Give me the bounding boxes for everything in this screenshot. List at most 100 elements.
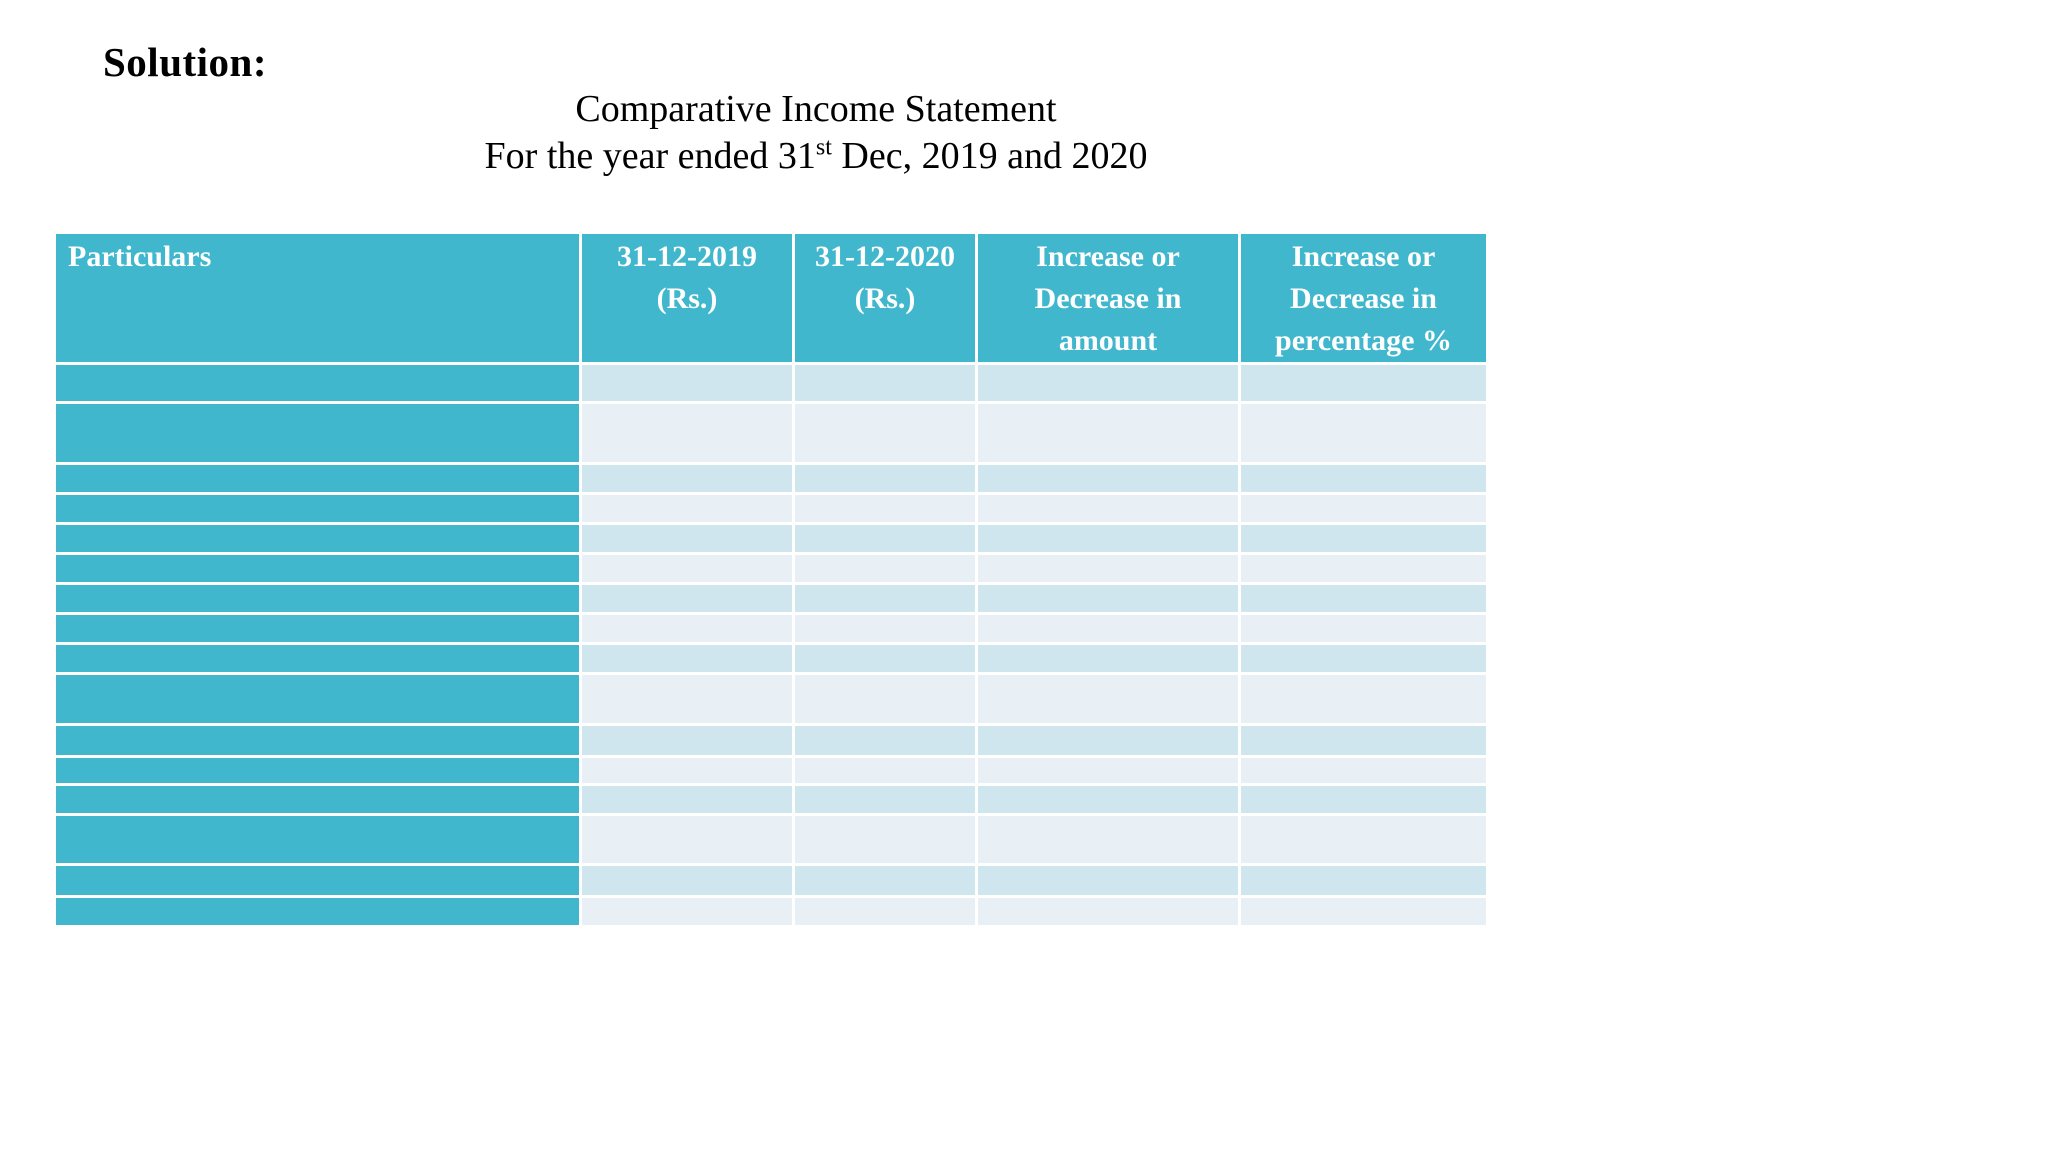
value-cell xyxy=(1241,615,1486,642)
value-cell xyxy=(978,525,1238,552)
value-cell xyxy=(978,866,1238,895)
value-cell xyxy=(978,495,1238,522)
value-cell xyxy=(582,495,792,522)
particulars-cell xyxy=(56,816,579,863)
column-header-label: (Rs.) xyxy=(854,282,916,315)
particulars-cell xyxy=(56,758,579,783)
table-row xyxy=(56,898,1486,925)
table-row xyxy=(56,615,1486,642)
solution-heading: Solution: xyxy=(103,39,267,85)
value-cell xyxy=(978,675,1238,723)
value-cell xyxy=(582,898,792,925)
particulars-cell xyxy=(56,898,579,925)
subtitle-superscript: st xyxy=(815,134,832,161)
table-row xyxy=(56,758,1486,783)
value-cell xyxy=(1241,585,1486,612)
value-cell xyxy=(978,615,1238,642)
column-header-increase-decrease-amount: Increase or Decrease in amount xyxy=(978,234,1238,362)
value-cell xyxy=(795,615,975,642)
value-cell xyxy=(582,675,792,723)
particulars-cell xyxy=(56,866,579,895)
subtitle-prefix: For the year ended 31 xyxy=(484,135,816,177)
value-cell xyxy=(795,816,975,863)
particulars-cell xyxy=(56,365,579,401)
column-header-label: Increase or xyxy=(1291,240,1436,273)
value-cell xyxy=(795,495,975,522)
table-row xyxy=(56,495,1486,522)
value-cell xyxy=(795,365,975,401)
value-cell xyxy=(1241,675,1486,723)
column-header-label: amount xyxy=(1058,324,1158,357)
column-header-label: (Rs.) xyxy=(656,282,718,315)
table-row xyxy=(56,404,1486,462)
value-cell xyxy=(795,645,975,672)
value-cell xyxy=(795,465,975,492)
value-cell xyxy=(978,786,1238,813)
value-cell xyxy=(978,585,1238,612)
value-cell xyxy=(795,758,975,783)
value-cell xyxy=(1241,495,1486,522)
value-cell xyxy=(1241,525,1486,552)
value-cell xyxy=(582,525,792,552)
column-header-label: percentage % xyxy=(1275,324,1452,357)
particulars-cell xyxy=(56,645,579,672)
particulars-cell xyxy=(56,726,579,755)
value-cell xyxy=(1241,758,1486,783)
value-cell xyxy=(1241,555,1486,582)
column-header-label: Decrease in xyxy=(1034,282,1182,315)
value-cell xyxy=(978,555,1238,582)
value-cell xyxy=(795,898,975,925)
particulars-cell xyxy=(56,555,579,582)
table-row xyxy=(56,816,1486,863)
table-row xyxy=(56,525,1486,552)
value-cell xyxy=(582,555,792,582)
value-cell xyxy=(795,726,975,755)
table-row xyxy=(56,786,1486,813)
table-row xyxy=(56,465,1486,492)
report-subtitle: For the year ended 31st Dec, 2019 and 20… xyxy=(56,133,1576,180)
value-cell xyxy=(1241,645,1486,672)
value-cell xyxy=(1241,726,1486,755)
report-title: Comparative Income Statement xyxy=(575,88,1057,130)
value-cell xyxy=(582,585,792,612)
value-cell xyxy=(795,866,975,895)
value-cell xyxy=(1241,404,1486,462)
value-cell xyxy=(1241,866,1486,895)
value-cell xyxy=(978,816,1238,863)
table-row xyxy=(56,645,1486,672)
table-row xyxy=(56,585,1486,612)
value-cell xyxy=(582,726,792,755)
value-cell xyxy=(1241,465,1486,492)
value-cell xyxy=(795,786,975,813)
value-cell xyxy=(978,758,1238,783)
table-row xyxy=(56,365,1486,401)
column-header-label: Decrease in xyxy=(1290,282,1437,315)
column-header-particulars: Particulars xyxy=(56,234,579,362)
column-header-label: 31-12-2020 xyxy=(815,240,955,273)
value-cell xyxy=(582,404,792,462)
report-title-block: Comparative Income Statement For the yea… xyxy=(56,86,1576,180)
particulars-cell xyxy=(56,495,579,522)
value-cell xyxy=(978,645,1238,672)
value-cell xyxy=(795,404,975,462)
particulars-cell xyxy=(56,525,579,552)
value-cell xyxy=(582,615,792,642)
table-header-row: Particulars 31-12-2019 (Rs.) 31-12-2020 … xyxy=(56,234,1486,362)
particulars-cell xyxy=(56,465,579,492)
value-cell xyxy=(795,525,975,552)
value-cell xyxy=(582,816,792,863)
value-cell xyxy=(1241,786,1486,813)
particulars-cell xyxy=(56,786,579,813)
particulars-cell xyxy=(56,615,579,642)
value-cell xyxy=(795,555,975,582)
value-cell xyxy=(582,365,792,401)
value-cell xyxy=(978,465,1238,492)
table-row xyxy=(56,866,1486,895)
value-cell xyxy=(795,585,975,612)
value-cell xyxy=(795,675,975,723)
value-cell xyxy=(978,898,1238,925)
comparative-income-statement-table: Particulars 31-12-2019 (Rs.) 31-12-2020 … xyxy=(53,231,1489,928)
value-cell xyxy=(582,786,792,813)
value-cell xyxy=(978,365,1238,401)
value-cell xyxy=(582,465,792,492)
